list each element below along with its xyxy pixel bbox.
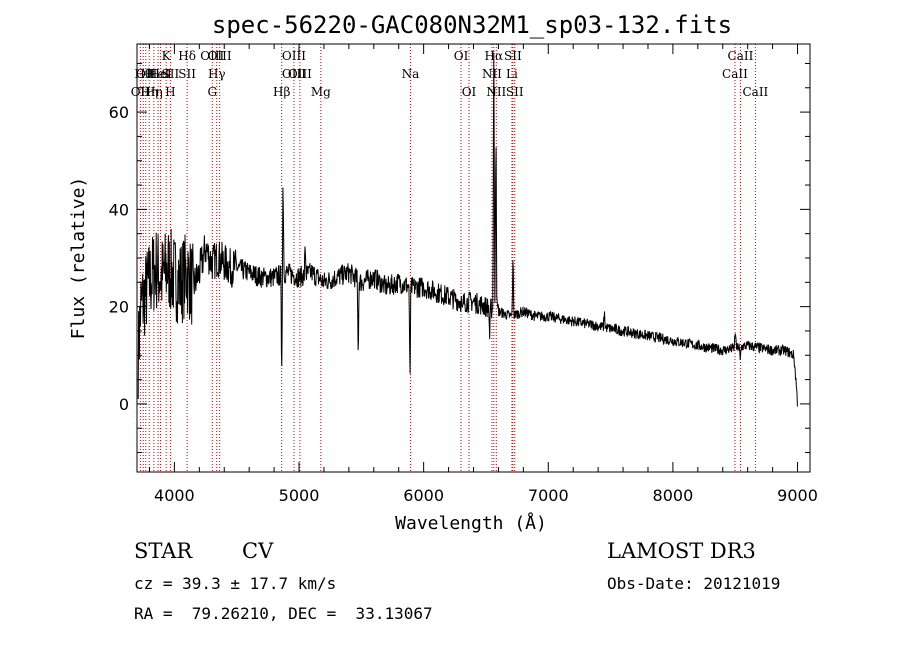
observation-date: Obs-Date: 20121019 <box>607 574 781 593</box>
y-axis-label: Flux (relative) <box>68 177 89 340</box>
line-marker-label: Hη <box>145 85 163 99</box>
line-marker-label: CaII <box>728 49 754 63</box>
y-axis-ticks: 0 20 40 60 <box>109 62 810 454</box>
line-markers <box>139 44 756 472</box>
x-tick-label: 8000 <box>653 486 694 505</box>
y-tick-label: 0 <box>119 395 129 414</box>
chart-title: spec-56220-GAC080N32M1_sp03-132.fits <box>212 11 732 39</box>
spectrum-line <box>137 52 798 407</box>
line-marker-label: NII <box>482 67 502 81</box>
object-class: STAR <box>134 539 193 563</box>
x-tick-label: 4000 <box>154 486 195 505</box>
line-marker-label: SII <box>178 67 196 81</box>
line-marker-label: SII <box>504 49 522 63</box>
line-marker-label: SII <box>506 85 524 99</box>
survey-name: LAMOST DR3 <box>607 539 756 563</box>
x-axis-label: Wavelength (Å) <box>395 512 547 534</box>
line-marker-label: HeI <box>149 67 172 81</box>
redshift-velocity: cz = 39.3 ± 17.7 km/s <box>134 574 337 593</box>
line-marker-label: OII <box>136 67 156 81</box>
object-subclass: CV <box>242 539 274 563</box>
y-tick-label: 40 <box>109 200 129 219</box>
line-marker-label: OIII <box>288 67 312 81</box>
line-marker-label: Hδ <box>178 49 196 63</box>
line-marker-label: CaII <box>722 67 748 81</box>
line-marker-label: Na <box>402 67 420 81</box>
line-marker-label: H <box>165 85 175 99</box>
x-tick-label: 7000 <box>528 486 569 505</box>
line-marker-label: Hβ <box>273 85 290 99</box>
plot-frame <box>136 43 811 473</box>
line-marker-label: HeI <box>147 67 170 81</box>
line-marker-label: OIII <box>282 67 306 81</box>
line-marker-labels: OIIHθOIIHηHηHeIHeIKSIIHHδSIIOIIIGHγOIIIH… <box>131 49 769 99</box>
line-marker-label: Li <box>506 67 518 81</box>
line-marker-label: CaII <box>742 85 768 99</box>
line-marker-label: OI <box>462 85 477 99</box>
y-tick-label: 60 <box>109 103 129 122</box>
line-marker-label: Mg <box>311 85 331 99</box>
line-marker-label: OIII <box>200 49 224 63</box>
line-marker-label: NII <box>486 85 506 99</box>
x-axis-ticks: 4000 5000 6000 7000 8000 9000 <box>148 44 818 505</box>
line-marker-label: OIII <box>282 49 306 63</box>
x-tick-label: 6000 <box>403 486 444 505</box>
line-marker-label: Hθ <box>134 67 152 81</box>
ra-dec: RA = 79.26210, DEC = 33.13067 <box>134 604 433 623</box>
y-tick-label: 20 <box>109 298 129 317</box>
line-marker-label: G <box>207 85 217 99</box>
x-tick-label: 9000 <box>777 486 818 505</box>
line-marker-label: SII <box>162 67 180 81</box>
line-marker-label: OI <box>454 49 469 63</box>
line-marker-label: OII <box>131 85 151 99</box>
line-marker-label: OIII <box>208 49 232 63</box>
x-tick-label: 5000 <box>279 486 320 505</box>
line-marker-label: Hη <box>140 85 158 99</box>
line-marker-label: Hγ <box>208 67 226 81</box>
line-marker-label: K <box>162 49 172 63</box>
